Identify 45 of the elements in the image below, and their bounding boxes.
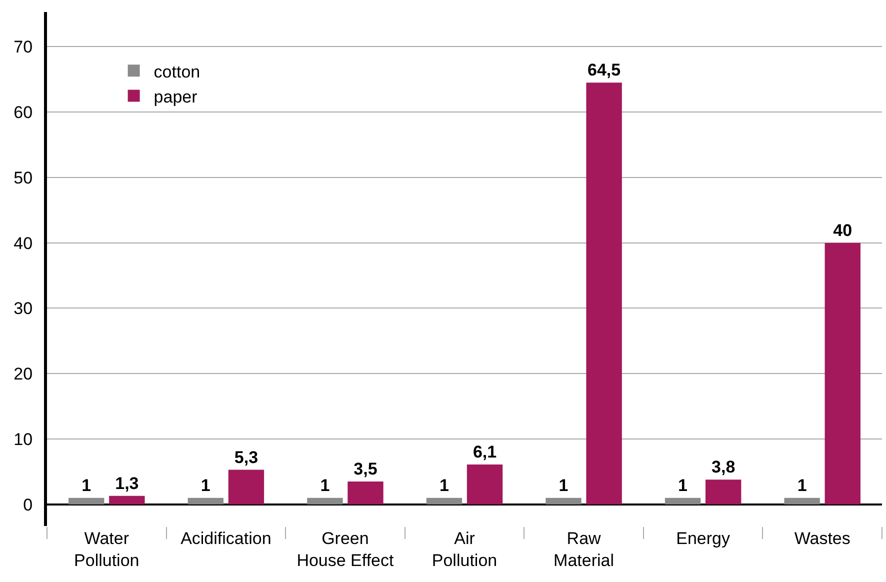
legend-label: paper	[154, 87, 198, 106]
bar	[68, 498, 104, 504]
y-tick-label: 20	[14, 364, 33, 384]
data-label: 1	[558, 476, 568, 495]
y-tick-label: 10	[14, 430, 33, 449]
bar	[706, 480, 742, 504]
data-label: 3,5	[354, 460, 378, 479]
x-tick-label: Water Pollution	[74, 529, 140, 570]
y-tick-label: 60	[14, 103, 33, 122]
bar	[109, 496, 145, 504]
data-label: 1	[797, 476, 807, 495]
y-tick-label: 0	[23, 495, 33, 514]
bar	[228, 470, 264, 504]
bar	[784, 498, 820, 504]
legend-label: cotton	[154, 62, 200, 82]
data-label: 3,8	[712, 458, 736, 477]
data-label: 1,3	[115, 474, 139, 493]
bar	[426, 498, 462, 504]
bar	[586, 82, 622, 504]
y-tick-label: 30	[14, 299, 33, 318]
x-tick-label: Energy	[676, 529, 730, 548]
x-tick-label: Raw Material	[554, 529, 614, 570]
data-label: 1	[678, 476, 688, 495]
x-tick-label: Air Pollution	[432, 529, 498, 570]
data-label: 5,3	[234, 448, 258, 467]
y-tick-label: 70	[14, 38, 33, 57]
data-label: 6,1	[472, 442, 497, 462]
data-label: 64,5	[588, 60, 621, 80]
bar	[664, 498, 701, 504]
bar	[307, 498, 343, 504]
bar	[466, 464, 503, 504]
bar	[188, 498, 224, 504]
data-label: 1	[320, 476, 330, 495]
data-label: 1	[439, 476, 449, 495]
data-label: 1	[200, 476, 210, 495]
bar	[824, 242, 860, 504]
data-label: 1	[82, 476, 92, 495]
y-tick-label: 50	[14, 168, 33, 188]
x-tick-label: Wastes	[794, 529, 850, 548]
bar	[546, 498, 582, 504]
data-label: 40	[833, 220, 852, 240]
x-tick-label: Green House Effect	[296, 529, 394, 570]
y-tick-label: 40	[14, 234, 33, 253]
bar	[348, 482, 384, 504]
x-tick-label: Acidification	[180, 529, 272, 548]
